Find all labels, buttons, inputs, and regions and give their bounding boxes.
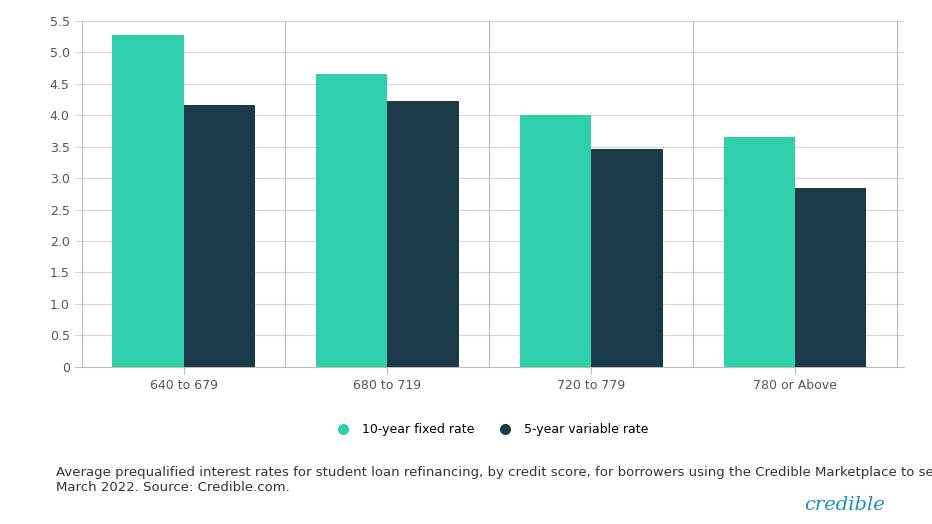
Bar [723, 137, 795, 367]
Bar [520, 115, 591, 367]
Bar [184, 105, 255, 367]
Bar [112, 35, 184, 367]
Bar [591, 149, 663, 367]
Text: Average prequalified interest rates for student loan refinancing, by credit scor: Average prequalified interest rates for … [56, 466, 932, 494]
Bar [316, 74, 388, 367]
Text: credible: credible [804, 496, 885, 514]
Bar [388, 102, 459, 367]
Bar [795, 188, 867, 367]
Legend: 10-year fixed rate, 5-year variable rate: 10-year fixed rate, 5-year variable rate [325, 418, 653, 441]
